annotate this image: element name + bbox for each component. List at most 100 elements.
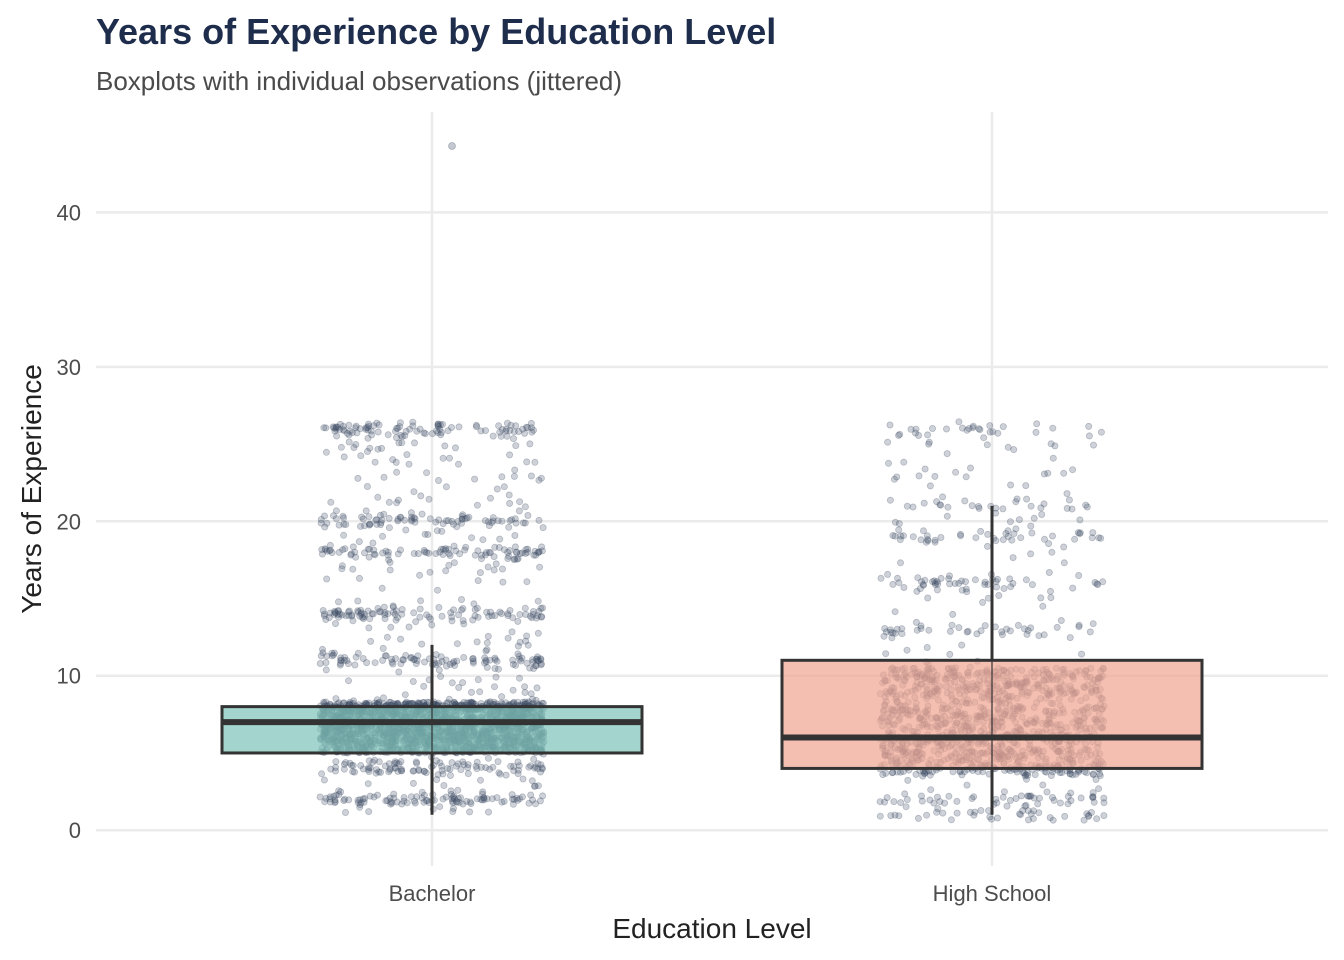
observation-point [488, 612, 496, 620]
observation-point [505, 523, 513, 531]
observation-point [1057, 617, 1065, 625]
observation-point [473, 765, 481, 773]
observation-point [1022, 576, 1030, 584]
observation-point [453, 798, 461, 806]
observation-point [916, 585, 924, 593]
observation-point [521, 604, 529, 612]
observation-point [371, 659, 379, 667]
observation-point [510, 698, 518, 706]
observation-point [535, 548, 543, 556]
observation-point [330, 610, 338, 618]
observation-point [436, 421, 444, 429]
observation-point [377, 521, 385, 529]
observation-point [438, 658, 446, 666]
observation-point [464, 764, 472, 772]
observation-point [386, 558, 394, 566]
observation-point [460, 654, 468, 662]
observation-point [1013, 495, 1021, 503]
observation-point [999, 536, 1007, 544]
observation-point [385, 760, 393, 768]
observation-point [1049, 794, 1057, 802]
observation-point [392, 616, 400, 624]
observation-point [318, 550, 326, 558]
observation-point [1010, 446, 1018, 454]
observation-point [912, 425, 920, 433]
observation-point [537, 613, 545, 621]
y-axis-ticks: 0 10 20 30 40 [57, 200, 81, 843]
observation-point [1040, 500, 1048, 508]
observation-point [998, 631, 1006, 639]
observation-point [422, 797, 430, 805]
observation-point [326, 609, 334, 617]
observation-point [398, 606, 406, 614]
observation-point [372, 769, 380, 777]
observation-point [1014, 621, 1022, 629]
observation-point [397, 431, 405, 439]
observation-point [445, 454, 453, 462]
observation-point [385, 524, 393, 532]
observation-point [352, 553, 360, 561]
observation-point [1077, 794, 1085, 802]
observation-point [352, 440, 360, 448]
observation-point [350, 768, 358, 776]
observation-point [948, 621, 956, 629]
observation-point [479, 536, 487, 544]
grid-lines [96, 112, 1328, 866]
observation-point [952, 468, 960, 476]
observation-point [372, 516, 380, 524]
observation-point [519, 775, 527, 783]
observation-point [972, 534, 980, 542]
observation-point [926, 771, 934, 779]
observation-point [527, 791, 535, 799]
observation-point [903, 646, 911, 654]
observation-point [454, 795, 462, 803]
observation-point [379, 644, 387, 652]
observation-point [510, 428, 518, 436]
observation-point [535, 476, 543, 484]
observation-point [879, 771, 887, 779]
observation-point [498, 425, 506, 433]
observation-point [470, 600, 478, 608]
observation-point [468, 534, 476, 542]
observation-point [322, 616, 330, 624]
observation-point [1093, 815, 1101, 823]
observation-point [1074, 529, 1082, 537]
observation-point [435, 666, 443, 674]
observation-point [338, 565, 346, 573]
observation-point [994, 814, 1002, 822]
observation-point [434, 420, 442, 428]
observation-point [516, 674, 524, 682]
observation-point [436, 425, 444, 433]
observation-point [895, 431, 903, 439]
observation-point [408, 654, 416, 662]
observation-point [377, 768, 385, 776]
observation-point [444, 427, 452, 435]
observation-point [528, 614, 536, 622]
observation-point [379, 694, 387, 702]
observation-point [332, 424, 340, 432]
observation-point [391, 610, 399, 618]
observation-point [1007, 481, 1015, 489]
observation-point [506, 451, 514, 459]
observation-point [503, 432, 511, 440]
observation-point [977, 527, 985, 535]
observation-point [362, 425, 370, 433]
observation-point [947, 816, 955, 824]
observation-point [1029, 815, 1037, 823]
observation-point [538, 613, 546, 621]
observation-point [351, 548, 359, 556]
observation-point [1072, 770, 1080, 778]
observation-point [508, 628, 516, 636]
observation-point [527, 762, 535, 770]
observation-point [436, 803, 444, 811]
observation-point [402, 526, 410, 534]
observation-point [416, 605, 424, 613]
observation-point [450, 795, 458, 803]
observation-point [323, 575, 331, 583]
observation-point [357, 609, 365, 617]
observation-point [1030, 807, 1038, 815]
observation-point [1020, 769, 1028, 777]
observation-point [366, 792, 374, 800]
observation-point [1075, 623, 1083, 631]
observation-point [886, 626, 894, 634]
